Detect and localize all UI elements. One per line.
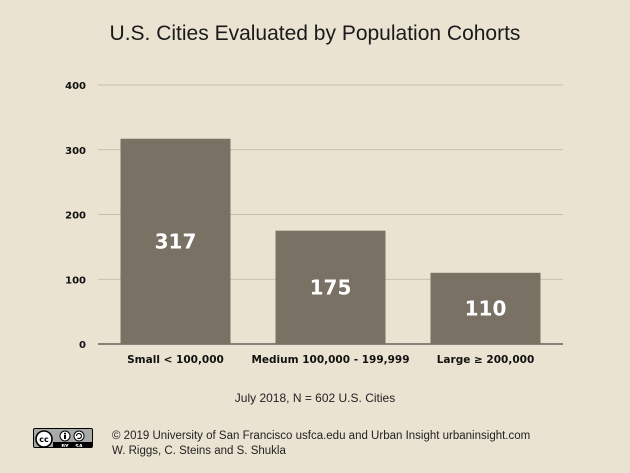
y-tick-label: 100	[65, 275, 86, 286]
svg-text:SA: SA	[75, 444, 83, 448]
svg-text:BY: BY	[61, 444, 69, 448]
y-tick-label: 400	[65, 81, 86, 92]
bar-data-label: 317	[155, 229, 197, 253]
footer: © 2019 University of San Francisco usfca…	[112, 429, 530, 459]
x-category-label: Large ≥ 200,000	[437, 354, 535, 366]
chart-subtitle: July 2018, N = 602 U.S. Cities	[234, 391, 396, 405]
chart-title: U.S. Cities Evaluated by Population Coho…	[109, 22, 521, 45]
bar	[430, 272, 541, 344]
cc-by-sa-icon: cc BY SA	[33, 428, 93, 448]
authors-line: W. Riggs, C. Steins and S. Shukla	[112, 445, 286, 457]
y-tick-label: 200	[65, 211, 86, 222]
bar-chart: 0 100 200 300 400 317 Small < 100,000 175 Medium…	[65, 81, 563, 366]
y-tick-label: 300	[65, 146, 86, 157]
bar	[120, 138, 231, 344]
x-category-label: Small < 100,000	[127, 354, 224, 366]
bar	[275, 230, 386, 344]
bar-data-label: 110	[465, 296, 507, 320]
y-tick-label: 0	[79, 340, 86, 351]
x-category-label: Medium 100,000 - 199,999	[251, 354, 409, 366]
svg-text:cc: cc	[39, 435, 49, 444]
copyright-line: © 2019 University of San Francisco usfca…	[112, 430, 531, 442]
bar-data-label: 175	[310, 275, 352, 299]
